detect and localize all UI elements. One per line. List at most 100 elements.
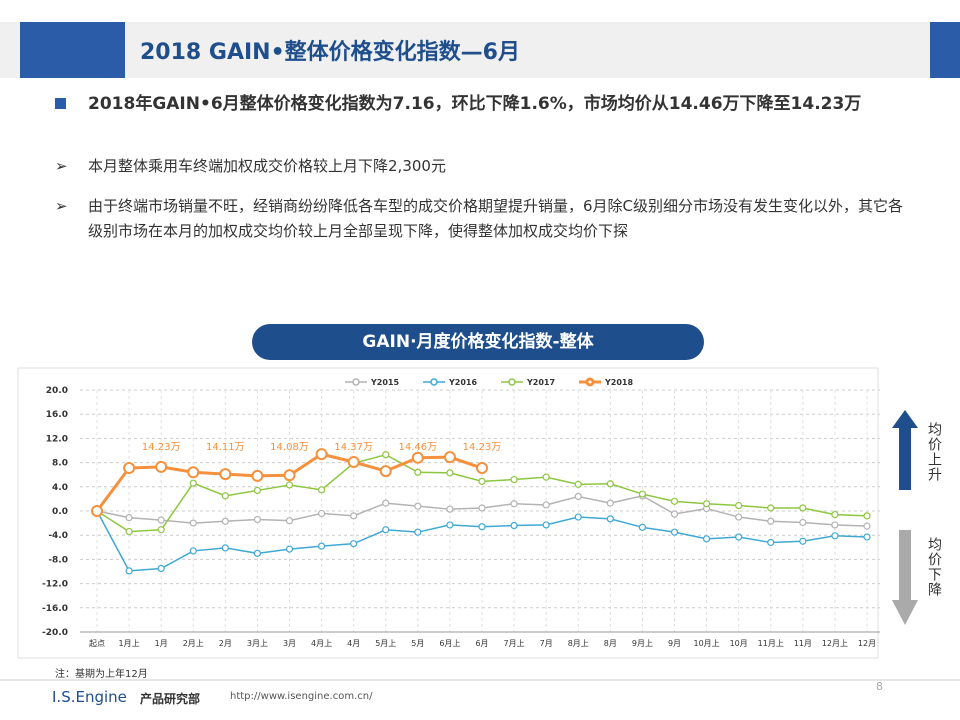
legend-label: Y2015: [370, 378, 399, 387]
x-tick-label: 9月上: [632, 639, 653, 648]
point: [542, 501, 550, 509]
point: [476, 462, 488, 475]
point: [285, 545, 294, 553]
page-title: 2018 GAIN•整体价格变化指数—6月: [140, 40, 520, 65]
point: [414, 468, 422, 476]
bullet: 由于终端市场销量不旺，经销商纷纷降低各车型的成交价格期望提升销量，6月除C级别细…: [88, 197, 904, 240]
header-band: [0, 22, 960, 78]
point: [414, 502, 422, 510]
bullet: 本月整体乘用车终端加权成交价格较上月下降2,300元: [88, 157, 446, 175]
x-tick-label: 5月: [411, 639, 424, 648]
y-tick-label: -4.0: [48, 531, 68, 541]
x-tick-label: 3月上: [247, 639, 268, 648]
point: [379, 465, 392, 478]
y-tick-label: 12.0: [46, 434, 68, 444]
point: [382, 526, 390, 534]
point: [315, 448, 328, 461]
bullet-arrow: ➢: [55, 157, 68, 175]
point: [123, 462, 136, 475]
legend-marker: [430, 378, 438, 386]
legend-marker: [585, 377, 595, 387]
point: [317, 509, 326, 518]
bullet-main: 2018年GAIN•6月整体价格变化指数为7.16，环比下降1.6%，市场均价从…: [88, 94, 862, 114]
point: [735, 533, 743, 541]
point: [221, 517, 229, 525]
x-tick-label: 10月: [730, 639, 748, 648]
point: [91, 505, 103, 517]
bullet-arrow: ➢: [55, 197, 68, 215]
point: [382, 499, 390, 507]
point: [187, 466, 200, 479]
point: [702, 500, 711, 508]
brand: I.S.Engine: [52, 688, 127, 706]
point: [767, 504, 775, 512]
x-tick-label: 6月上: [439, 639, 460, 648]
legend-label: Y2017: [526, 378, 555, 387]
down-label: 均价下降: [926, 537, 942, 597]
annotation: 14.11万: [206, 442, 245, 453]
point: [478, 523, 486, 531]
point: [574, 492, 582, 501]
x-tick-label: 1月上: [119, 639, 140, 648]
point: [799, 537, 807, 545]
x-tick-label: 8月上: [568, 639, 589, 648]
point: [253, 549, 262, 557]
note: 注：基期为上年12月: [55, 669, 148, 680]
point: [347, 455, 360, 468]
legend-marker: [352, 378, 360, 386]
y-tick-label: -20.0: [42, 628, 68, 638]
point: [221, 492, 229, 500]
x-tick-label: 5月上: [375, 639, 396, 648]
point: [350, 512, 358, 520]
dept: 产品研究部: [140, 692, 201, 706]
point: [606, 515, 614, 523]
point: [542, 521, 550, 529]
point: [283, 469, 296, 482]
y-tick-label: -16.0: [42, 604, 68, 614]
point: [574, 480, 582, 488]
annotation: 14.46万: [399, 442, 438, 453]
point: [219, 468, 232, 481]
point: [702, 535, 711, 543]
point: [767, 538, 775, 547]
point: [638, 523, 647, 531]
point: [510, 475, 518, 484]
x-tick-label: 11月: [794, 639, 812, 648]
bullet-square: [55, 98, 66, 109]
point: [285, 517, 294, 525]
point: [317, 486, 326, 494]
page-number: 8: [876, 680, 883, 693]
point: [157, 516, 165, 524]
point: [606, 499, 614, 507]
point: [606, 480, 614, 488]
header-block: [930, 22, 960, 78]
legend-marker: [508, 378, 516, 386]
point: [157, 526, 165, 534]
point: [510, 521, 518, 530]
y-tick-label: 0.0: [52, 507, 68, 517]
x-tick-label: 12月上: [822, 639, 848, 648]
header-block: [20, 22, 125, 78]
point: [670, 528, 679, 536]
point: [799, 518, 807, 527]
y-tick-label: 16.0: [46, 410, 68, 420]
annotation: 14.23万: [463, 442, 502, 453]
point: [446, 505, 454, 513]
url: http://www.isengine.com.cn/: [230, 691, 373, 702]
y-tick-label: 8.0: [52, 459, 68, 469]
point: [411, 451, 424, 464]
point: [285, 481, 294, 489]
annotation: 14.37万: [334, 442, 373, 453]
point: [382, 451, 390, 459]
point: [767, 517, 775, 525]
y-tick-label: 4.0: [52, 483, 68, 493]
y-tick-label: -8.0: [48, 555, 68, 565]
chart-frame: [17, 367, 879, 659]
x-tick-label: 起点: [89, 639, 105, 648]
x-tick-label: 2月上: [183, 639, 204, 648]
point: [251, 469, 264, 482]
x-tick-label: 10月上: [693, 639, 719, 648]
point: [155, 460, 168, 473]
point: [735, 501, 743, 510]
